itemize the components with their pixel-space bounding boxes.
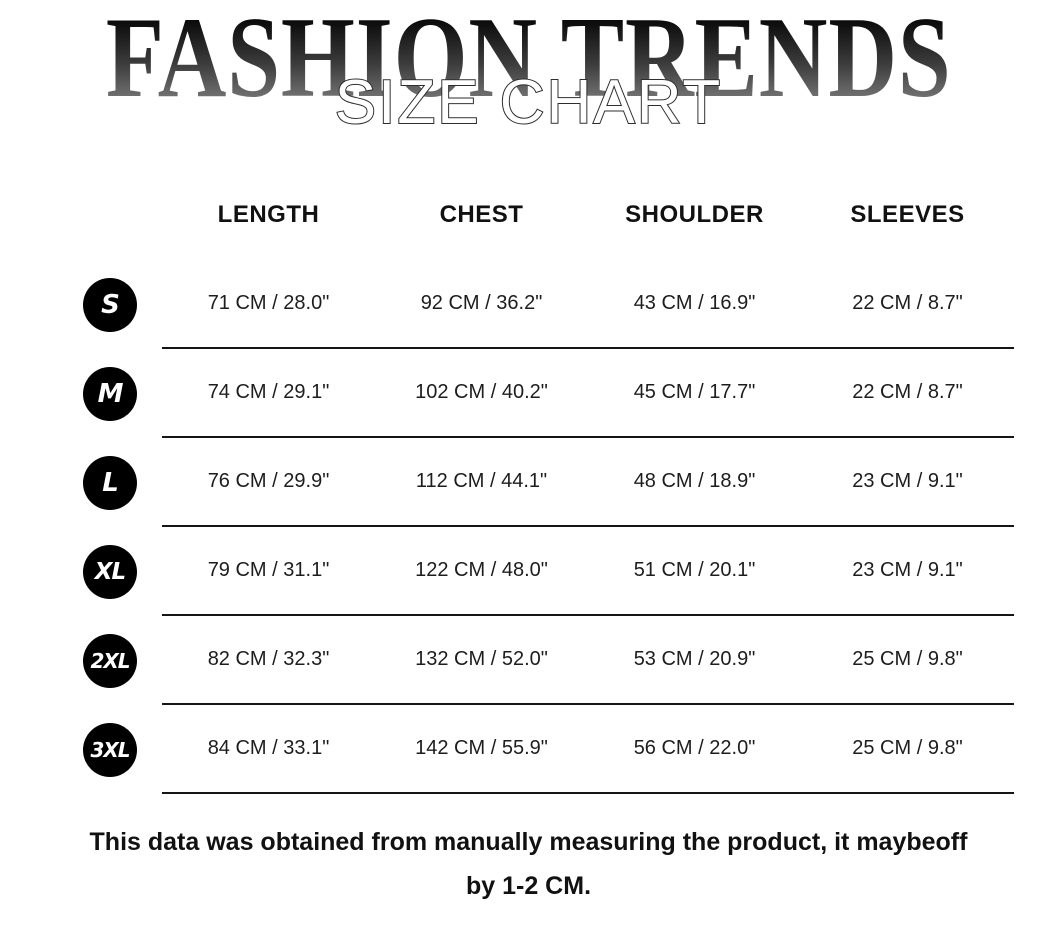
shoulder-cell: 48 CM / 18.9"	[633, 470, 756, 492]
length-cell: 76 CM / 29.9"	[207, 470, 330, 492]
column-header-sleeves: SLEEVES	[850, 201, 965, 228]
size-badge-2xl: 2XL	[83, 633, 137, 688]
table-row-l: L 76 CM / 29.9" 112 CM / 44.1" 48 CM / 1…	[0, 438, 1057, 527]
column-header-length: LENGTH	[217, 201, 320, 228]
chest-cell: 92 CM / 36.2"	[420, 292, 543, 314]
length-cell: 82 CM / 32.3"	[207, 648, 330, 670]
shoulder-cell: 53 CM / 20.9"	[633, 648, 756, 670]
size-chart-title: SIZE CHART	[334, 68, 723, 137]
size-badge-m: M	[83, 366, 137, 421]
disclaimer-line-1: This data was obtained from manually mea…	[89, 828, 968, 856]
size-badge-s: S	[83, 277, 137, 332]
size-badge-3xl: 3XL	[83, 722, 137, 777]
row-cells: 74 CM / 29.1" 102 CM / 40.2" 45 CM / 17.…	[162, 349, 1014, 438]
sleeves-cell: 22 CM / 8.7"	[852, 381, 963, 403]
sleeves-cell: 25 CM / 9.8"	[852, 737, 963, 759]
badge-col: 3XL	[0, 705, 162, 794]
chest-cell: 142 CM / 55.9"	[415, 737, 548, 759]
size-badge-l: L	[83, 455, 137, 510]
chest-cell: 122 CM / 48.0"	[415, 559, 548, 581]
length-cell: 84 CM / 33.1"	[207, 737, 330, 759]
sleeves-cell: 25 CM / 9.8"	[852, 648, 963, 670]
sleeves-cell: 22 CM / 8.7"	[852, 292, 963, 314]
shoulder-cell: 56 CM / 22.0"	[633, 737, 756, 759]
row-cells: 76 CM / 29.9" 112 CM / 44.1" 48 CM / 18.…	[162, 438, 1014, 527]
length-cell: 79 CM / 31.1"	[207, 559, 330, 581]
table-row-xl: XL 79 CM / 31.1" 122 CM / 48.0" 51 CM / …	[0, 527, 1057, 616]
shoulder-cell: 43 CM / 16.9"	[633, 292, 756, 314]
column-header-shoulder: SHOULDER	[625, 201, 764, 228]
row-cells: 71 CM / 28.0" 92 CM / 36.2" 43 CM / 16.9…	[162, 260, 1014, 349]
chest-cell: 102 CM / 40.2"	[415, 381, 548, 403]
size-badge-xl: XL	[83, 544, 137, 599]
badge-col: L	[0, 438, 162, 527]
chest-cell: 112 CM / 44.1"	[415, 470, 548, 492]
shoulder-cell: 45 CM / 17.7"	[633, 381, 756, 403]
badge-col: M	[0, 349, 162, 438]
header-badge-spacer	[0, 170, 162, 260]
size-table: LENGTH CHEST SHOULDER SLEEVES S 71 CM / …	[0, 170, 1057, 794]
table-row-2xl: 2XL 82 CM / 32.3" 132 CM / 52.0" 53 CM /…	[0, 616, 1057, 705]
badge-col: 2XL	[0, 616, 162, 705]
row-cells: 84 CM / 33.1" 142 CM / 55.9" 56 CM / 22.…	[162, 705, 1014, 794]
table-row-m: M 74 CM / 29.1" 102 CM / 40.2" 45 CM / 1…	[0, 349, 1057, 438]
table-header-row: LENGTH CHEST SHOULDER SLEEVES	[0, 170, 1057, 260]
badge-col: XL	[0, 527, 162, 616]
column-header-chest: CHEST	[439, 201, 524, 228]
table-row-3xl: 3XL 84 CM / 33.1" 142 CM / 55.9" 56 CM /…	[0, 705, 1057, 794]
length-cell: 74 CM / 29.1"	[207, 381, 330, 403]
shoulder-cell: 51 CM / 20.1"	[633, 559, 756, 581]
brand-title-wrap: FASHION TRENDS	[0, 0, 1057, 116]
badge-col: S	[0, 260, 162, 349]
sleeves-cell: 23 CM / 9.1"	[852, 559, 963, 581]
disclaimer-line-2: by 1-2 CM.	[465, 872, 592, 900]
disclaimer-note: This data was obtained from manually mea…	[0, 820, 1057, 908]
brand-title: FASHION TRENDS	[105, 0, 952, 122]
size-chart-title-wrap: SIZE CHART	[0, 68, 1057, 137]
header-cells: LENGTH CHEST SHOULDER SLEEVES	[162, 170, 1014, 260]
chest-cell: 132 CM / 52.0"	[415, 648, 548, 670]
sleeves-cell: 23 CM / 9.1"	[852, 470, 963, 492]
row-cells: 82 CM / 32.3" 132 CM / 52.0" 53 CM / 20.…	[162, 616, 1014, 705]
length-cell: 71 CM / 28.0"	[207, 292, 330, 314]
row-cells: 79 CM / 31.1" 122 CM / 48.0" 51 CM / 20.…	[162, 527, 1014, 616]
table-row-s: S 71 CM / 28.0" 92 CM / 36.2" 43 CM / 16…	[0, 260, 1057, 349]
